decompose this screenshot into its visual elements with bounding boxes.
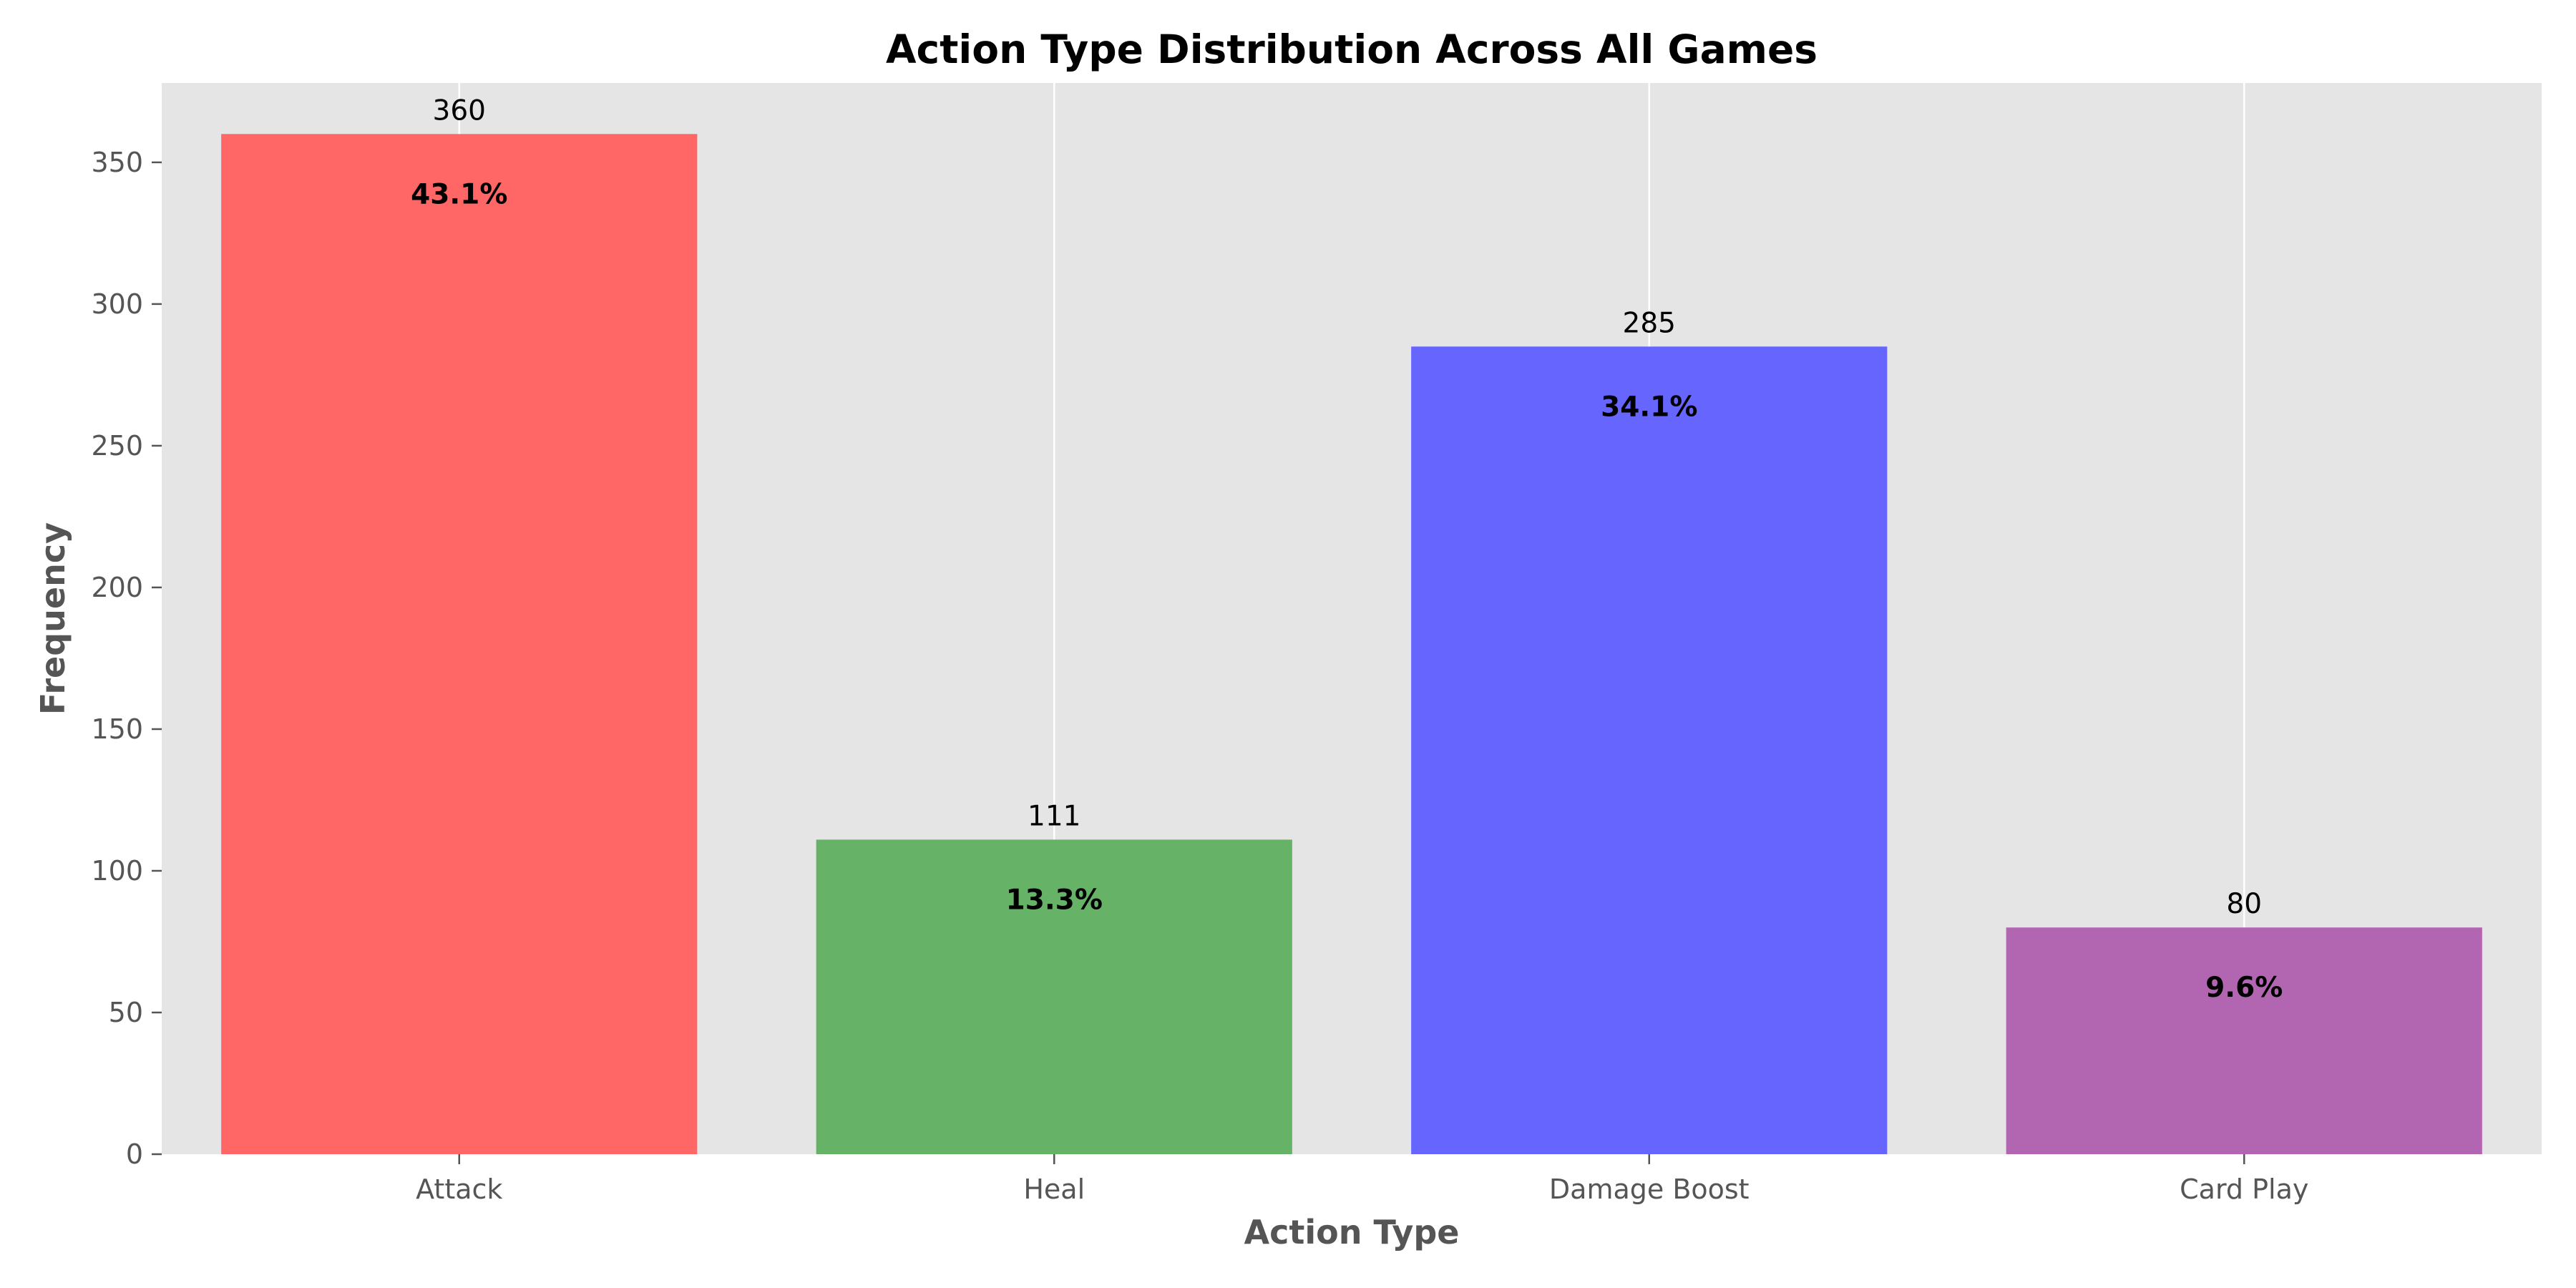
percent-label: 34.1%	[1601, 391, 1697, 423]
value-label: 360	[433, 94, 486, 127]
y-axis-ticks: 0 50 100 150 200 250 300 350	[91, 147, 162, 1170]
y-axis-label: Frequency	[34, 522, 72, 715]
data-labels: 360 43.1% 111 13.3% 285 34.1% 80 9.6%	[411, 94, 2283, 1004]
percent-label: 13.3%	[1006, 884, 1103, 916]
y-tick-label: 300	[91, 288, 143, 320]
x-axis-ticks: Attack Heal Damage Boost Card Play	[416, 1154, 2308, 1205]
chart-title: Action Type Distribution Across All Game…	[886, 26, 1818, 72]
x-axis-label: Action Type	[1244, 1213, 1459, 1252]
x-tick-label: Attack	[416, 1174, 502, 1205]
value-label: 111	[1028, 800, 1080, 832]
x-tick-label: Damage Boost	[1549, 1174, 1750, 1205]
y-tick-label: 350	[91, 147, 143, 178]
bar-attack	[221, 134, 698, 1154]
y-tick-label: 250	[91, 430, 143, 462]
value-label: 285	[1623, 307, 1676, 339]
x-tick-label: Heal	[1023, 1174, 1085, 1205]
bar-damage-boost	[1411, 346, 1888, 1154]
y-tick-label: 200	[91, 572, 143, 603]
y-tick-label: 0	[126, 1138, 143, 1170]
y-tick-label: 150	[91, 713, 143, 745]
bars	[221, 134, 2482, 1154]
y-tick-label: 100	[91, 855, 143, 887]
bar-card-play	[2006, 927, 2482, 1154]
x-tick-label: Card Play	[2180, 1174, 2308, 1205]
y-tick-label: 50	[109, 997, 143, 1028]
percent-label: 9.6%	[2205, 972, 2283, 1004]
percent-label: 43.1%	[411, 178, 507, 210]
bar-heal	[816, 839, 1292, 1154]
value-label: 80	[2226, 888, 2262, 920]
